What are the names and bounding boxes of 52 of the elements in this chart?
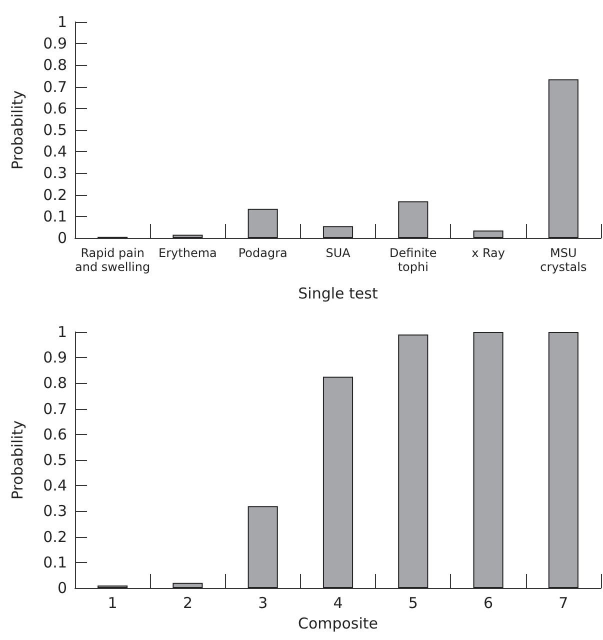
- x-tick-label: Definite tophi: [390, 246, 437, 274]
- bar: [473, 230, 504, 238]
- y-tick-label: 0.7: [43, 78, 67, 96]
- x-tick-label: 5: [408, 594, 418, 612]
- y-tick-label: 0.6: [43, 99, 67, 118]
- y-tick-label: 0.5: [43, 121, 67, 139]
- y-tick-label: 0.5: [43, 451, 67, 469]
- y-tick-label: 1: [57, 13, 67, 31]
- bar: [172, 582, 203, 588]
- bar: [248, 208, 278, 238]
- x-tick-label: 4: [333, 594, 343, 612]
- y-tick-label: 0.8: [43, 56, 67, 74]
- y-tick-label: 0: [57, 579, 67, 597]
- x-tick-label: x Ray: [472, 246, 506, 260]
- y-tick-label: 0.9: [43, 348, 67, 367]
- y-tick-label: 0.3: [43, 502, 67, 520]
- x-tick-label: 1: [108, 594, 118, 612]
- y-tick-label: 0.2: [43, 186, 67, 204]
- y-tick-label: 1: [57, 323, 67, 341]
- y-axis-title: Probability: [8, 90, 26, 170]
- x-tick-label: Podagra: [238, 246, 288, 260]
- bar: [548, 332, 578, 588]
- x-tick-label: SUA: [326, 246, 352, 260]
- y-tick-label: 0.7: [43, 400, 67, 418]
- y-tick-label: 0.3: [43, 164, 67, 182]
- x-tick-label: Erythema: [158, 246, 217, 260]
- bar: [248, 506, 278, 588]
- y-tick-label: 0.4: [43, 476, 67, 495]
- x-tick-label: 7: [558, 594, 568, 612]
- x-tick-label: 2: [182, 594, 192, 612]
- y-tick-label: 0.1: [43, 207, 67, 226]
- y-tick-label: 0.8: [43, 374, 67, 392]
- y-tick-label: 0.6: [43, 425, 67, 444]
- y-tick-label: 0.9: [43, 34, 67, 53]
- bar: [398, 201, 428, 238]
- y-tick-label: 0: [57, 229, 67, 247]
- y-tick-label: 0.4: [43, 142, 67, 161]
- y-tick-label: 0.1: [43, 553, 67, 572]
- x-axis-title: Composite: [298, 614, 378, 632]
- bar: [548, 79, 578, 238]
- x-tick-label: MSU crystals: [540, 246, 587, 274]
- bar: [172, 234, 203, 238]
- x-tick-label: 3: [258, 594, 268, 612]
- bar: [398, 334, 428, 588]
- y-axis-title: Probability: [8, 420, 26, 500]
- x-axis-title: Single test: [298, 284, 378, 302]
- bar: [322, 226, 354, 238]
- x-tick-label: Rapid pain and swelling: [75, 246, 150, 274]
- bar: [322, 376, 354, 588]
- y-tick-label: 0.2: [43, 528, 67, 546]
- bar: [473, 332, 504, 588]
- x-tick-label: 6: [484, 594, 494, 612]
